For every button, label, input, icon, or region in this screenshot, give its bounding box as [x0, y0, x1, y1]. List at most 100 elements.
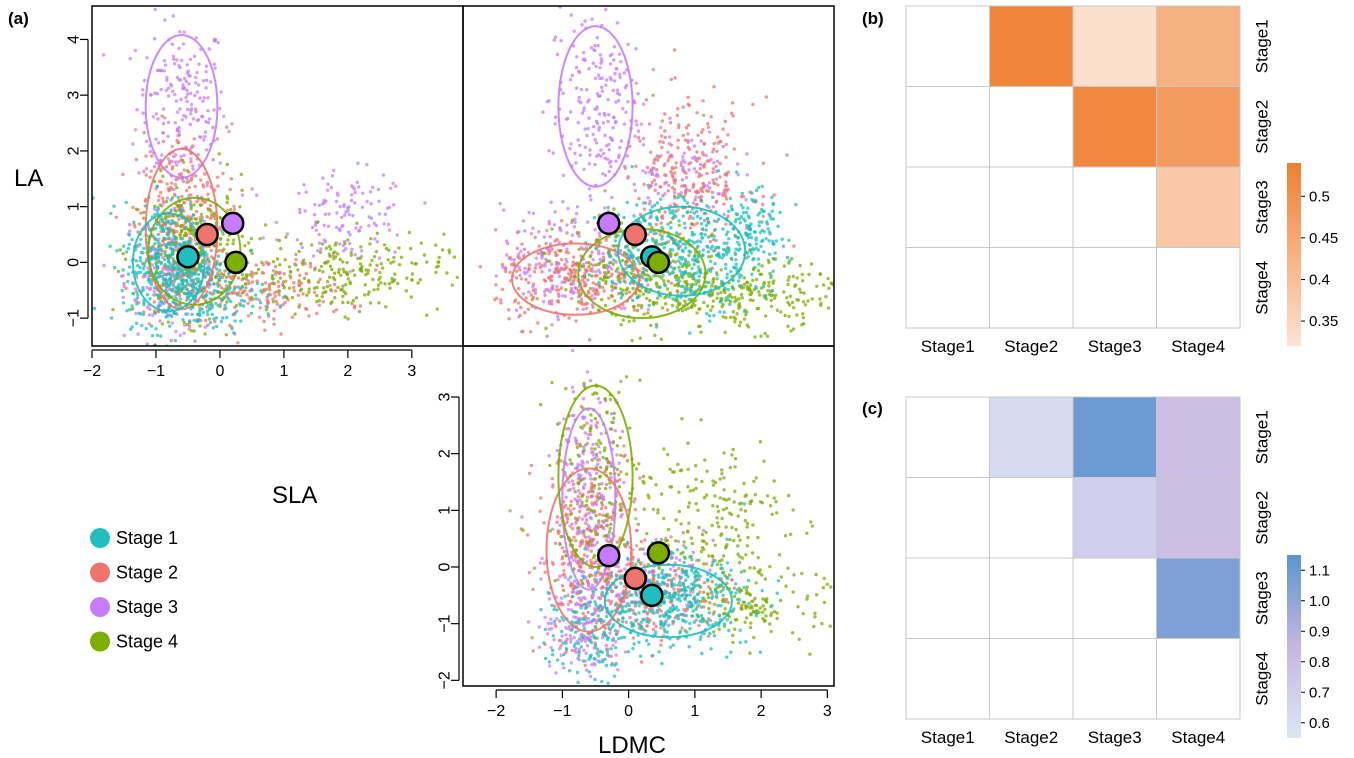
stage-point — [148, 307, 152, 311]
stage-point — [590, 481, 594, 486]
stage-point — [135, 296, 140, 300]
stage-point — [535, 297, 539, 301]
stage-point — [205, 290, 209, 294]
stage-point — [242, 299, 247, 303]
stage-point — [132, 220, 136, 224]
stage-point — [676, 284, 680, 288]
stage-point — [701, 99, 705, 103]
stage-point — [566, 627, 571, 631]
stage-point — [709, 115, 713, 119]
stage-point — [740, 296, 744, 300]
stage-point — [671, 216, 675, 221]
stage-point — [648, 298, 652, 303]
stage-point — [605, 266, 609, 270]
stage-point — [742, 317, 747, 321]
stage-point — [153, 242, 157, 246]
stage-point — [545, 228, 549, 233]
stage-point — [609, 77, 613, 82]
stage-point — [222, 247, 226, 251]
stage-point — [673, 266, 677, 270]
stage-point — [661, 242, 665, 246]
stage-point — [643, 552, 647, 556]
stage-point — [321, 300, 325, 304]
stage-point — [308, 265, 313, 269]
stage-point — [708, 239, 713, 244]
stage-point — [176, 205, 180, 209]
stage-point — [334, 289, 338, 293]
stage-point — [622, 444, 626, 448]
stage-point — [725, 252, 729, 256]
stage-point — [598, 271, 602, 275]
stage-point — [679, 191, 683, 195]
stage-point — [127, 229, 132, 233]
stage-point — [123, 257, 128, 261]
stage-point — [625, 252, 629, 256]
stage-point — [593, 574, 598, 578]
stage-point — [409, 246, 413, 251]
stage-point — [655, 301, 659, 305]
stage-point — [687, 297, 691, 302]
stage-point — [184, 292, 188, 296]
stage-point — [586, 616, 590, 621]
stage-point — [425, 313, 429, 317]
stage-point — [232, 287, 236, 292]
stage-point — [189, 112, 193, 116]
stage-point — [736, 279, 741, 283]
stage-point — [654, 322, 659, 327]
stage-point — [267, 282, 272, 287]
stage-point — [619, 515, 623, 519]
stage-point — [606, 251, 611, 255]
stage-point — [669, 281, 674, 285]
stage-point — [572, 486, 576, 491]
stage-point — [582, 284, 586, 288]
stage-point — [785, 255, 790, 260]
stage-point — [156, 205, 160, 210]
stage-point — [800, 272, 804, 277]
stage-point — [577, 560, 582, 564]
stage-point — [182, 331, 186, 335]
stage-point — [199, 178, 203, 182]
stage-point — [171, 283, 176, 287]
stage-point — [815, 284, 819, 288]
stage-point — [593, 44, 597, 48]
stage-point — [615, 21, 620, 25]
stage-point — [179, 154, 183, 159]
stage-point — [198, 2, 201, 5]
stage-point — [662, 163, 666, 168]
stage-point — [741, 217, 746, 221]
stage-point — [191, 164, 195, 168]
stage-point — [328, 288, 333, 292]
stage-point — [651, 238, 655, 243]
stage-point — [583, 271, 587, 276]
stage-point — [152, 235, 156, 240]
stage-point — [168, 281, 172, 286]
stage-point — [590, 303, 595, 307]
stage-point — [163, 251, 167, 255]
stage-point — [153, 7, 157, 12]
stage-point — [716, 169, 721, 173]
stage-point — [540, 270, 544, 274]
stage-point — [683, 191, 688, 196]
stage-point — [696, 133, 700, 137]
stage-point — [572, 263, 576, 267]
stage-point — [551, 527, 555, 531]
stage-point — [157, 68, 161, 72]
stage-point — [774, 239, 779, 243]
stage-point — [586, 631, 590, 636]
stage-point — [603, 133, 607, 138]
stage-point — [647, 122, 652, 126]
stage-point — [724, 296, 728, 300]
stage-point — [193, 267, 198, 271]
stage-point — [178, 65, 182, 70]
stage-point — [173, 244, 177, 248]
stage-point — [589, 558, 593, 563]
stage-point — [597, 112, 602, 116]
stage-point — [664, 241, 668, 245]
stage-point — [585, 554, 589, 559]
stage-point — [660, 134, 664, 138]
stage-point — [601, 635, 605, 640]
stage-point — [603, 173, 608, 177]
stage-point — [173, 183, 178, 187]
stage-point — [564, 626, 568, 630]
stage-point — [225, 194, 229, 199]
